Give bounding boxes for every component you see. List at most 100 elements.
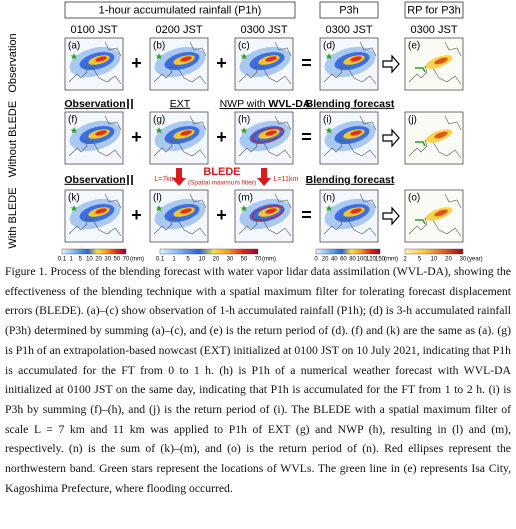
time-labels: 0100 JST 0200 JST 0300 JST 0300 JST 0300 JST xyxy=(70,24,457,36)
plus-sign: + xyxy=(131,53,142,73)
colorbar-unit: (mm) xyxy=(384,257,398,262)
colorbar-tick: 0.1 xyxy=(58,257,67,262)
time-label: 0300 JST xyxy=(410,24,457,36)
panel-label: (g) xyxy=(153,115,165,126)
time-label: 0200 JST xyxy=(155,24,202,36)
header-title: RP for P3h xyxy=(407,4,461,16)
panel-frame xyxy=(234,189,294,243)
panel-label: (m) xyxy=(238,193,253,204)
panel-frame xyxy=(64,189,124,243)
panel-label: (n) xyxy=(323,193,335,204)
row-title: Observation xyxy=(64,98,125,110)
colorbar xyxy=(159,248,259,255)
caption: Figure 1. Process of the blending foreca… xyxy=(5,265,511,495)
colorbar-tick: 0.1 xyxy=(156,257,165,262)
colorbar-tick: 0 xyxy=(314,257,318,262)
panel-frame xyxy=(404,111,464,165)
colorbar-tick: 10 xyxy=(86,257,93,262)
panel-frame xyxy=(319,37,379,91)
equal-vertical xyxy=(127,99,133,109)
right-arrow xyxy=(382,206,400,226)
header-box xyxy=(404,1,464,19)
colorbar-tick: 1 xyxy=(172,257,176,262)
colorbar xyxy=(61,248,127,255)
colorbar-unit: (mm) xyxy=(262,257,276,262)
colorbars: 0.1 1 5 10 20 30 50 70 (mm) 0.1 1 5 10 20 30 50 70 (mm) 0 2… xyxy=(58,248,483,263)
panel-label: (c) xyxy=(238,41,250,52)
panel-frame xyxy=(149,37,209,91)
panel-frame xyxy=(149,189,209,243)
panel-frame xyxy=(404,37,464,91)
panel-label: (e) xyxy=(408,41,420,52)
panel-frame xyxy=(404,189,464,243)
colorbar-tick: 2 xyxy=(403,257,407,262)
panel-label: (l) xyxy=(153,193,162,204)
colorbar-tick: 100 xyxy=(357,257,368,262)
colorbar xyxy=(315,248,381,255)
colorbar-tick: 20 xyxy=(445,257,452,262)
row-label: Without BLEDE xyxy=(7,101,19,177)
row-title: Blending forecast xyxy=(306,98,395,110)
plus-sign: + xyxy=(216,127,227,147)
colorbar-tick: 5 xyxy=(186,257,190,262)
colorbar xyxy=(404,248,464,255)
plus-sign: + xyxy=(216,205,227,225)
colorbar-tick: 30 xyxy=(460,257,467,262)
time-label: 0300 JST xyxy=(325,24,372,36)
row-label: With BLEDE xyxy=(7,187,19,248)
row-title: EXT xyxy=(170,98,191,110)
panel-label: (k) xyxy=(68,193,80,204)
equal-sign: = xyxy=(301,205,312,225)
header-title: P3h xyxy=(339,4,359,16)
row-title: NWP with WVL-DA xyxy=(220,98,311,110)
colorbar-tick: 150 xyxy=(375,257,386,262)
colorbar-tick: 50 xyxy=(241,257,248,262)
down-arrow xyxy=(172,168,186,186)
plus-sign: + xyxy=(216,53,227,73)
right-arrow xyxy=(382,128,400,148)
colorbar-tick: 70 xyxy=(255,257,262,262)
row-title-part: NWP with xyxy=(220,98,269,110)
panel-label: (i) xyxy=(323,115,332,126)
plus-sign: + xyxy=(131,205,142,225)
panel-frame xyxy=(234,111,294,165)
colorbar-tick: 1 xyxy=(69,257,73,262)
colorbar-tick: 60 xyxy=(340,257,347,262)
colorbar-tick: 40 xyxy=(331,257,338,262)
colorbar-tick: 80 xyxy=(349,257,356,262)
panel-label: (j) xyxy=(408,115,417,126)
time-label: 0100 JST xyxy=(70,24,117,36)
plus-sign: + xyxy=(131,127,142,147)
panel-label: (b) xyxy=(153,41,165,52)
header-title: 1-hour accumulated rainfall (P1h) xyxy=(99,4,262,16)
colorbar-tick: 20 xyxy=(322,257,329,262)
blede-note: (Spatial maximum filter) xyxy=(188,180,256,187)
colorbar-tick: 50 xyxy=(114,257,121,262)
down-arrow xyxy=(257,168,271,186)
colorbar-unit: (mm) xyxy=(130,257,144,262)
band-ellipse xyxy=(251,205,285,221)
panel-frame xyxy=(319,189,379,243)
band-ellipse xyxy=(251,127,285,143)
colorbar-tick: 20 xyxy=(95,257,102,262)
colorbar-unit: (year) xyxy=(467,257,483,262)
colorbar-tick: 10 xyxy=(199,257,206,262)
panel-frame xyxy=(64,111,124,165)
panel-frame xyxy=(319,111,379,165)
blede-label: BLEDE xyxy=(203,166,240,178)
row-title: Blending forecast xyxy=(306,174,395,186)
equal-sign: = xyxy=(301,127,312,147)
colorbar-tick: 10 xyxy=(431,257,438,262)
header-box xyxy=(319,1,379,19)
panel-grid: (a) + (b) + (c) = (d) (e) (f) + (g) + (h) = (i) (j) (k) +… xyxy=(64,37,464,243)
header-box xyxy=(64,1,296,19)
row-title: Observation xyxy=(64,174,125,186)
panel-frame xyxy=(149,111,209,165)
colorbar-tick: 20 xyxy=(213,257,220,262)
colorbar-tick: 120 xyxy=(366,257,377,262)
scale-label: L=11km xyxy=(274,176,299,183)
panel-frame xyxy=(234,37,294,91)
time-label: 0300 JST xyxy=(240,24,287,36)
equal-vertical xyxy=(127,175,133,185)
